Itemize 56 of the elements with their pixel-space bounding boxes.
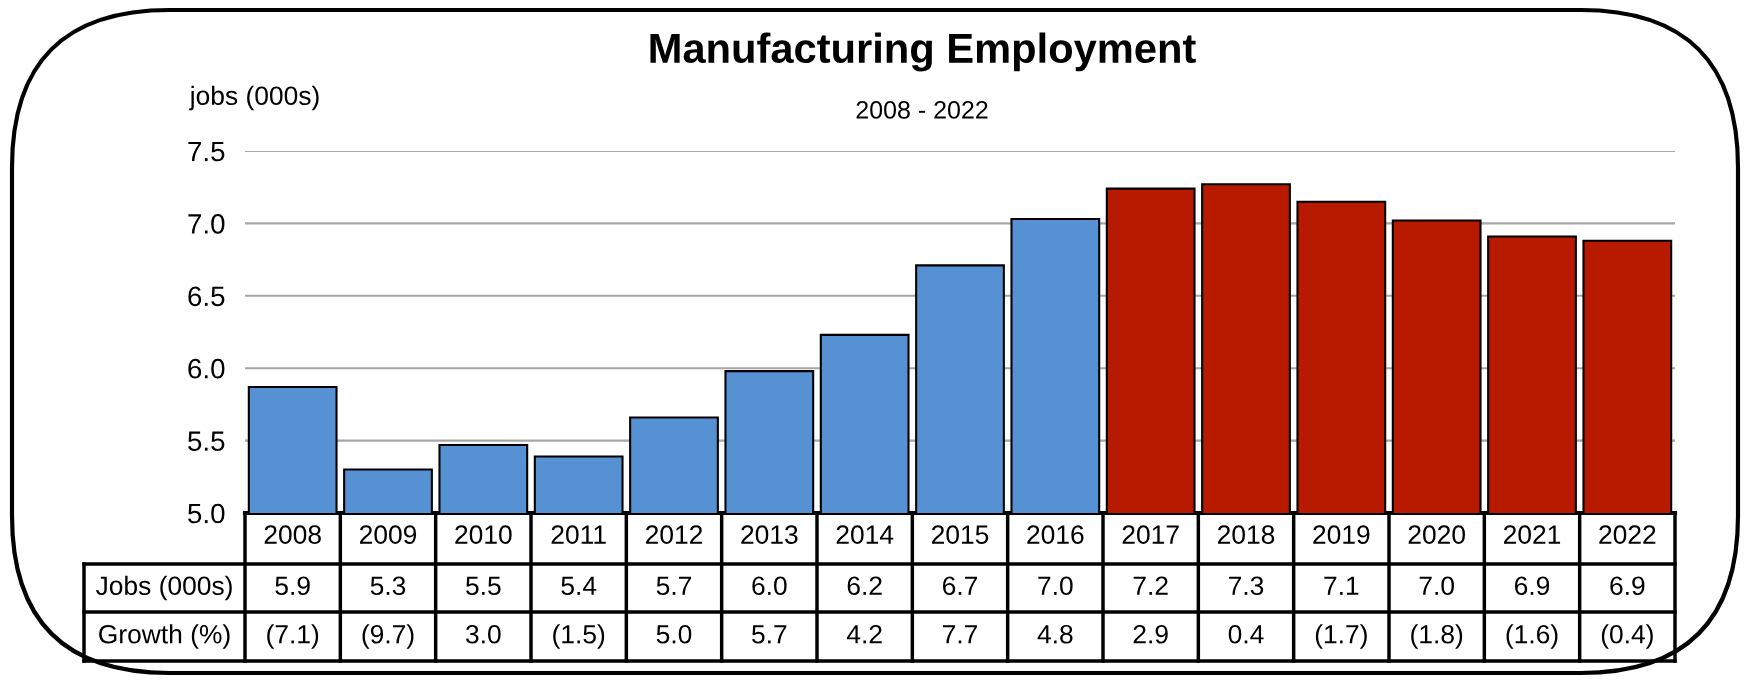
x-tick-label: 2018 — [1217, 525, 1275, 544]
text: (0.4) — [1601, 624, 1653, 649]
x-tick-label: 2015 — [931, 525, 989, 544]
data-label: 5.4 — [561, 576, 597, 596]
x-tick-label: 2017 — [1122, 525, 1179, 544]
chart-title: Manufacturing Employment — [650, 32, 1196, 72]
text: 7.7 — [943, 625, 978, 644]
text: 5.0 — [656, 624, 692, 644]
x-tick-label: 2022 — [1599, 525, 1656, 544]
text: 3.0 — [466, 624, 501, 644]
text: 5.7 — [752, 625, 787, 644]
data-label: 6.2 — [847, 576, 882, 596]
text: (9.7) — [362, 624, 414, 649]
data-label: 5.5 — [466, 576, 501, 596]
text: (1.7) — [1315, 624, 1367, 649]
x-tick-label: 2021 — [1503, 525, 1561, 544]
x-tick-label: 2008 — [264, 525, 321, 544]
x-tick-label: 2013 — [741, 525, 798, 544]
y-tick-label: 7.0 — [188, 214, 225, 234]
text: 2.9 — [1133, 624, 1168, 644]
y-tick-label: 5.0 — [188, 503, 225, 524]
y-tick-label: 7.5 — [188, 141, 225, 162]
x-tick-label: 2016 — [1027, 525, 1084, 544]
data-label: 6.0 — [752, 576, 787, 596]
x-tick-label: 2010 — [455, 525, 512, 544]
x-tick-label: 2009 — [359, 525, 417, 544]
text: 0.4 — [1228, 624, 1264, 644]
data-label: 6.7 — [943, 576, 978, 596]
data-label: 5.3 — [370, 576, 406, 596]
data-label: 6.9 — [1515, 576, 1550, 596]
text: 4.8 — [1037, 624, 1073, 644]
x-tick-label: 2011 — [551, 525, 606, 544]
y-axis-title: jobs (000s) — [189, 85, 319, 111]
x-tick-label: 2012 — [645, 525, 703, 544]
data-label: 7.0 — [1038, 576, 1073, 596]
series-label: Jobs (000s) — [95, 575, 232, 601]
y-tick-label: 5.5 — [188, 431, 225, 451]
data-label: 7.0 — [1419, 576, 1454, 596]
y-tick-label: 6.5 — [188, 286, 225, 307]
data-label: 6.9 — [1610, 576, 1645, 596]
text: (1.6) — [1506, 624, 1558, 649]
data-label: 7.3 — [1229, 576, 1264, 596]
y-tick-label: 6.0 — [188, 358, 225, 379]
text: (1.5) — [553, 624, 605, 649]
text: (7.1) — [267, 624, 319, 649]
chart-subtitle: 2008 - 2022 — [856, 101, 988, 119]
text: (1.8) — [1411, 624, 1463, 649]
x-tick-label: 2014 — [836, 525, 894, 544]
text: 4.2 — [846, 624, 882, 644]
x-tick-label: 2019 — [1313, 525, 1370, 544]
data-label: 5.9 — [275, 576, 310, 596]
data-label: 7.1 — [1324, 576, 1359, 595]
data-label: 5.7 — [656, 576, 692, 596]
text: Growth (%) — [99, 624, 230, 649]
data-label: 7.2 — [1133, 576, 1168, 595]
x-tick-label: 2020 — [1408, 525, 1465, 544]
